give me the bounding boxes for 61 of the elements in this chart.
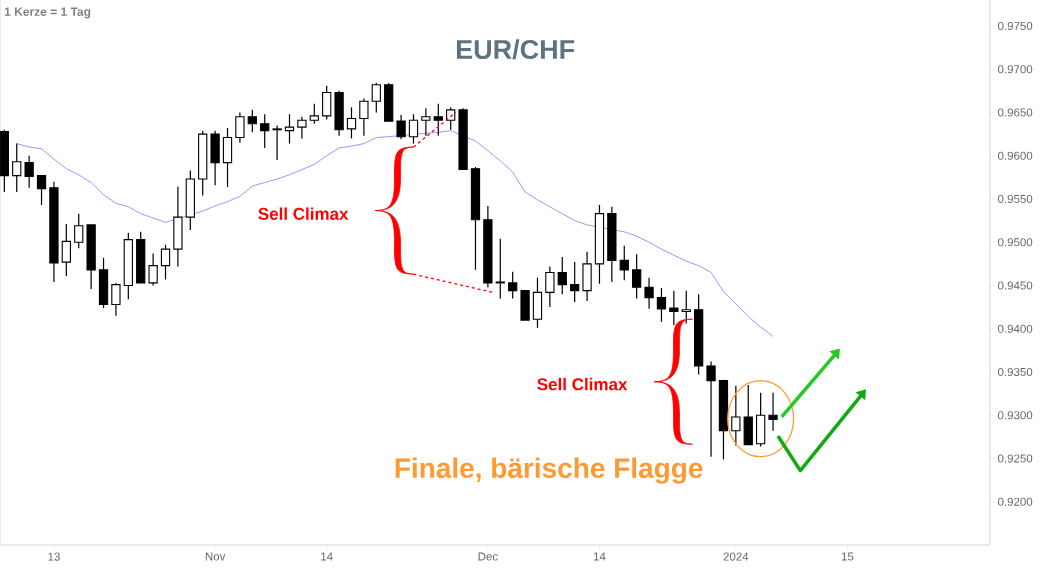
candlestick	[508, 271, 518, 300]
candlestick	[681, 290, 691, 325]
candlestick	[768, 392, 778, 432]
candlestick	[433, 103, 443, 137]
candlestick	[396, 114, 406, 140]
candlestick	[36, 175, 47, 206]
x-tick-label: 2024	[723, 552, 749, 561]
candlestick	[148, 252, 158, 287]
annotation: 1 Kerze = 1 Tag	[4, 7, 91, 19]
candlestick	[322, 85, 332, 120]
candlestick	[272, 124, 282, 161]
candlestick	[446, 106, 456, 131]
candlestick	[24, 155, 34, 189]
annotation: Sell Climax	[258, 207, 349, 220]
candlestick	[260, 113, 270, 149]
candlestick	[408, 113, 419, 145]
y-tick-label: 0.9200	[997, 497, 1033, 506]
candlestick	[632, 253, 642, 300]
candlestick	[309, 103, 319, 125]
candlestick	[619, 245, 629, 281]
candlestick	[545, 265, 555, 308]
candlestick	[297, 116, 307, 140]
candlestick	[359, 98, 369, 137]
candlestick	[669, 290, 679, 326]
annotation: Sell Climax	[537, 377, 628, 391]
candlestick	[656, 287, 667, 323]
candlestick	[557, 256, 567, 295]
candlestick	[371, 82, 381, 114]
y-tick-label: 0.9250	[997, 454, 1033, 463]
x-tick-label: Dec	[478, 552, 498, 561]
candlestick	[247, 109, 257, 133]
y-tick-label: 0.9700	[997, 65, 1033, 74]
candlestick	[644, 277, 654, 310]
candlestick	[346, 106, 357, 140]
y-tick-label: 0.9300	[997, 411, 1033, 420]
candlestick	[706, 361, 716, 458]
candlestick	[74, 213, 84, 249]
y-tick-label: 0.9600	[997, 151, 1033, 160]
candlestick	[421, 107, 431, 137]
y-tick-label: 0.9400	[997, 324, 1033, 333]
candlestick	[12, 143, 22, 193]
y-tick-label: 0.9750	[997, 21, 1033, 31]
x-tick-label: 14	[593, 552, 606, 561]
y-tick-label: 0.9550	[997, 194, 1033, 204]
candlestick	[731, 385, 741, 447]
candlestick	[61, 223, 71, 277]
x-tick-label: 14	[321, 552, 333, 561]
annotation: Finale, bärische Flagge	[395, 457, 703, 484]
candlestick	[160, 244, 171, 281]
y-tick-label: 0.9650	[997, 108, 1033, 117]
candlestick	[235, 111, 245, 144]
text: EUR/CHF	[456, 39, 575, 60]
y-tick-label: 0.9500	[997, 238, 1033, 247]
x-tick-label: 15	[841, 552, 854, 561]
candlestick	[111, 282, 121, 317]
candlestick	[495, 238, 505, 300]
x-tick-label: 13	[48, 552, 60, 561]
y-tick-label: 0.9350	[997, 367, 1033, 377]
y-tick-label: 0.9450	[997, 281, 1033, 290]
x-tick-label: Nov	[205, 552, 226, 561]
candlestick	[570, 261, 580, 303]
